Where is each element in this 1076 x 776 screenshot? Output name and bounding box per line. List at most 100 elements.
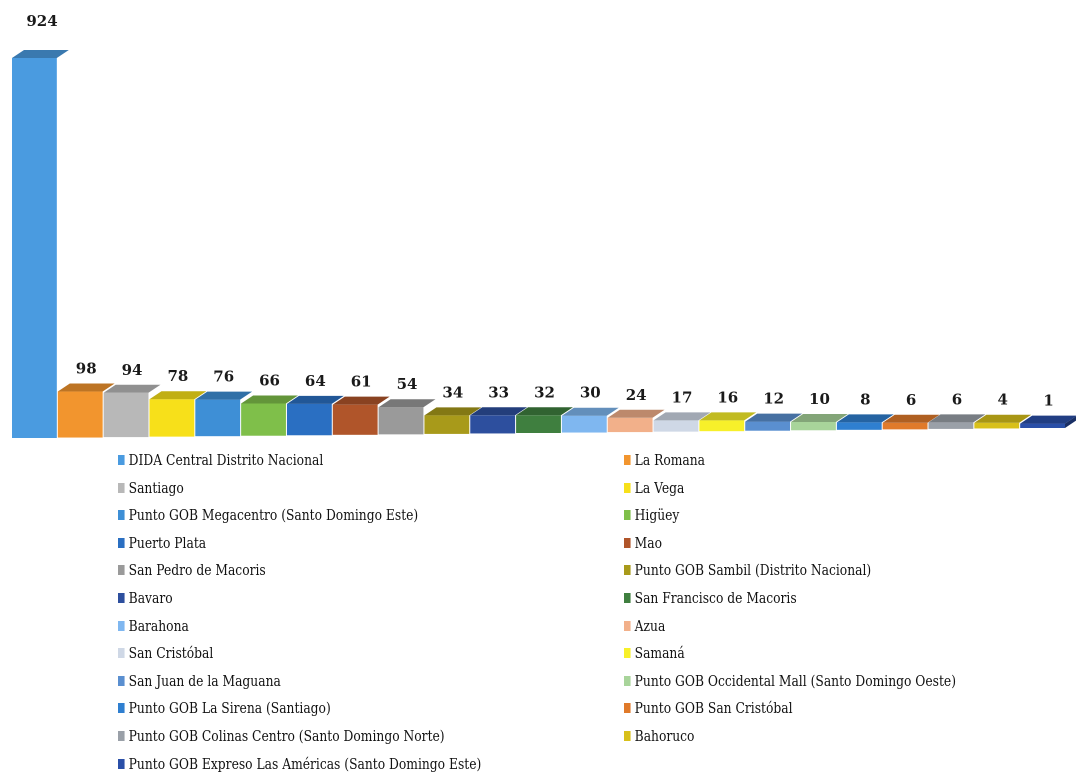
- bar-front: [1020, 423, 1065, 428]
- legend-label: Puerto Plata: [128, 533, 207, 552]
- bar-front: [286, 403, 332, 436]
- legend-item: Punto GOB Colinas Centro (Santo Domingo …: [118, 724, 445, 748]
- value-label: 12: [763, 390, 784, 408]
- value-label: 24: [626, 386, 647, 404]
- bar: [516, 407, 573, 433]
- bar-front: [332, 404, 378, 435]
- legend-label: San Pedro de Macoris: [128, 561, 266, 580]
- bar: [286, 395, 344, 436]
- chart-legend: DIDA Central Distrito Nacional La Romana S…: [0, 448, 1076, 776]
- bar-top: [12, 50, 69, 58]
- bar-front: [241, 403, 286, 436]
- legend-item: San Juan de la Maguana: [118, 669, 281, 693]
- bar: [149, 391, 207, 437]
- bar-top: [195, 391, 253, 400]
- bar-top: [149, 391, 207, 400]
- legend-swatch: [118, 731, 125, 741]
- legend-item: Punto GOB Sambil (Distrito Nacional): [624, 558, 871, 582]
- bar-front: [928, 422, 974, 429]
- legend-item: Higüey: [624, 503, 679, 527]
- legend-item: La Vega: [624, 476, 684, 500]
- legend-swatch: [624, 565, 631, 576]
- bar: [378, 399, 436, 435]
- bar: [607, 409, 665, 433]
- bar-top: [882, 414, 940, 423]
- legend-item: Punto GOB Megacentro (Santo Domingo Este…: [118, 503, 418, 527]
- legend-swatch: [118, 565, 125, 576]
- bar-front: [195, 399, 241, 437]
- value-label: 78: [167, 367, 188, 385]
- legend-swatch: [624, 455, 631, 465]
- bar: [791, 413, 848, 431]
- bars-layer: [12, 50, 1076, 438]
- legend-label: La Vega: [634, 478, 685, 497]
- legend-item: Puerto Plata: [118, 531, 206, 555]
- bar: [1020, 415, 1076, 428]
- bar-front: [470, 415, 516, 434]
- legend-swatch: [118, 593, 125, 603]
- bar-front: [745, 421, 791, 431]
- bar: [974, 414, 1032, 429]
- legend-label: Bavaro: [128, 589, 173, 607]
- legend-swatch: [624, 731, 631, 741]
- bar-side: [1065, 416, 1076, 428]
- bar-top: [424, 407, 482, 416]
- legend-label: Punto GOB Colinas Centro (Santo Domingo …: [128, 727, 445, 745]
- bar-front: [882, 422, 928, 430]
- bar: [745, 413, 803, 431]
- legend-label: Punto GOB Expreso Las Américas (Santo Do…: [128, 754, 482, 773]
- bar: [653, 412, 711, 432]
- bar-top: [286, 395, 344, 404]
- bar-top: [1020, 415, 1076, 424]
- bar-top: [699, 412, 757, 421]
- legend-label: La Romana: [634, 451, 706, 469]
- legend-swatch: [118, 648, 125, 659]
- bar: [57, 383, 115, 438]
- bar-top: [378, 399, 436, 408]
- legend-item: Punto GOB San Cristóbal: [624, 696, 793, 720]
- value-label: 98: [76, 360, 97, 378]
- value-label: 4: [998, 391, 1008, 409]
- value-label: 17: [672, 388, 693, 406]
- legend-label: Punto GOB Occidental Mall (Santo Domingo…: [634, 671, 956, 690]
- legend-swatch: [118, 675, 125, 686]
- legend-label: Mao: [634, 533, 663, 552]
- bar: [332, 396, 390, 435]
- legend-swatch: [624, 620, 631, 631]
- legend-swatch: [118, 510, 125, 521]
- bar: [882, 414, 940, 430]
- legend-item: Barahona: [118, 614, 189, 638]
- legend-label: Punto GOB Sambil (Distrito Nacional): [634, 561, 872, 580]
- bar: [699, 412, 757, 432]
- value-label: 6: [952, 390, 962, 408]
- legend-label: Santiago: [128, 478, 184, 497]
- value-label: 64: [305, 372, 326, 390]
- legend-item: Punto GOB Expreso Las Américas (Santo Do…: [118, 752, 481, 776]
- legend-item: Santiago: [118, 476, 184, 500]
- bar-top: [470, 407, 528, 416]
- bar: [561, 407, 619, 433]
- bar-top: [791, 413, 848, 422]
- bar-front: [607, 417, 653, 433]
- bar-top: [561, 407, 619, 416]
- legend-swatch: [118, 482, 125, 493]
- bar-top: [103, 384, 161, 393]
- bar-top: [607, 409, 665, 418]
- value-label: 924: [26, 12, 57, 30]
- legend-swatch: [118, 537, 125, 548]
- value-label: 1: [1043, 392, 1053, 410]
- legend-swatch: [624, 593, 631, 603]
- value-label: 76: [213, 368, 234, 386]
- value-label: 66: [259, 371, 280, 389]
- bar-front: [699, 420, 745, 432]
- value-label: 8: [860, 390, 870, 408]
- bar-top: [516, 407, 573, 416]
- legend-label: DIDA Central Distrito Nacional: [128, 451, 324, 469]
- bar-top: [332, 396, 390, 405]
- legend-item: Bavaro: [118, 586, 173, 610]
- bar-front: [561, 415, 607, 433]
- bar-front: [791, 421, 836, 431]
- bar: [241, 395, 298, 436]
- legend-label: Bahoruco: [634, 727, 695, 745]
